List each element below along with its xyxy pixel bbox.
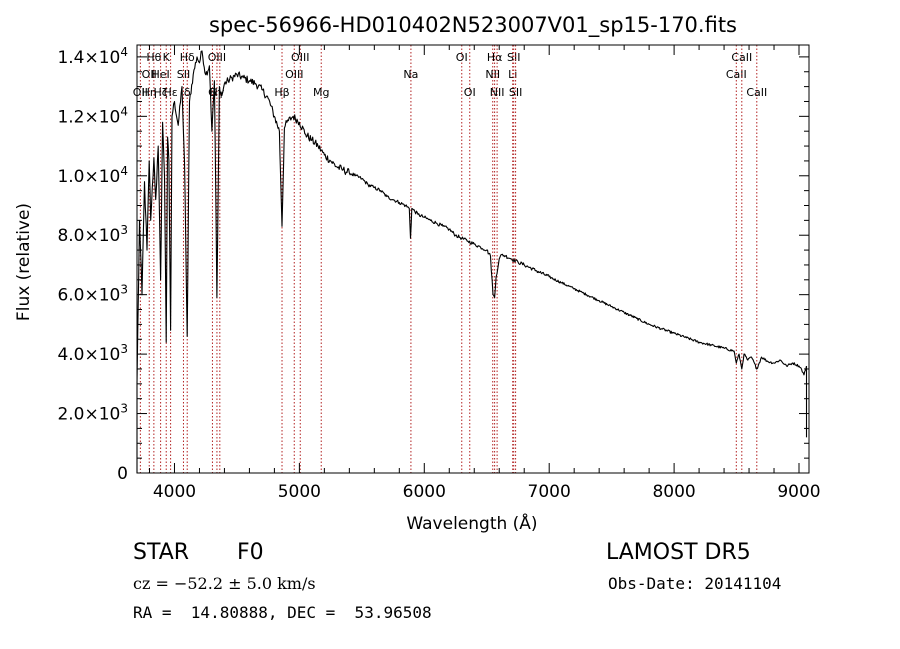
spectrum-trace xyxy=(136,50,808,473)
y-tick-label: 8.0×103 xyxy=(57,223,128,246)
line-marker-label: OII xyxy=(142,68,157,81)
line-marker-label: NII xyxy=(490,86,505,99)
line-marker-label: Mg xyxy=(313,86,329,99)
chart-title: spec-56966-HD010402N523007V01_sp15-170.f… xyxy=(209,13,737,38)
plot-axes xyxy=(136,44,810,474)
axis-ticks: 4000 5000 6000 7000 8000 9000 0 2.0×103 4.0×103 6… xyxy=(57,45,820,502)
object-class: STAR xyxy=(133,540,190,565)
line-marker-label: HeI xyxy=(151,68,169,81)
line-marker-label: CaII xyxy=(731,51,752,64)
redshift-velocity: cz = −52.2 ± 5.0 km/s xyxy=(133,574,316,593)
line-marker-label: Hθ xyxy=(146,51,161,64)
y-tick-label: 1.4×104 xyxy=(57,45,128,68)
line-marker-label: K xyxy=(163,51,171,64)
x-axis-label: Wavelength (Å) xyxy=(406,512,537,534)
x-tick-label: 9000 xyxy=(777,482,820,502)
line-marker-label: CaII xyxy=(726,68,747,81)
plot-frame xyxy=(136,44,810,474)
object-subclass: F0 xyxy=(237,540,264,565)
x-tick-label: 5000 xyxy=(278,482,321,502)
y-tick-label: 2.0×103 xyxy=(57,402,128,425)
line-marker-label: OI xyxy=(464,86,476,99)
line-marker-label: Hε xyxy=(163,86,177,99)
line-marker-label: Na xyxy=(403,68,418,81)
line-marker-label: δ xyxy=(184,86,191,99)
spectrum-line xyxy=(136,50,808,473)
line-marker-label: G xyxy=(208,86,217,99)
line-marker-label: SII xyxy=(177,68,190,81)
survey-name: LAMOST DR5 xyxy=(606,540,751,565)
sky-coordinates: RA = 14.80888, DEC = 53.96508 xyxy=(133,603,432,622)
y-tick-label: 1.2×104 xyxy=(57,104,128,127)
x-tick-label: 4000 xyxy=(153,482,196,502)
line-marker-label: Hη xyxy=(142,86,157,99)
line-marker-label: Li xyxy=(508,68,517,81)
y-tick-label: 0 xyxy=(117,464,128,484)
line-marker-label: SII xyxy=(507,51,520,64)
y-tick-label: 1.0×104 xyxy=(57,164,128,187)
y-axis-label: Flux (relative) xyxy=(14,203,34,321)
line-marker-label: OIII xyxy=(291,51,309,64)
line-marker-label: CaII xyxy=(746,86,767,99)
line-marker-label: Hβ xyxy=(274,86,289,99)
y-tick-label: 6.0×103 xyxy=(57,283,128,306)
line-marker-label: Hζ xyxy=(153,86,167,99)
line-marker-label: Hα xyxy=(487,51,503,64)
y-tick-label: 4.0×103 xyxy=(57,342,128,365)
line-marker-label: OIII xyxy=(208,51,226,64)
line-marker-label: Hδ xyxy=(180,51,195,64)
line-marker-label: OIII xyxy=(285,68,303,81)
x-tick-label: 8000 xyxy=(652,482,695,502)
line-marker-label: SII xyxy=(509,86,522,99)
line-marker-label: NII xyxy=(485,68,500,81)
observation-date: Obs-Date: 20141104 xyxy=(608,574,782,593)
x-tick-label: 7000 xyxy=(528,482,571,502)
line-marker-label: OI xyxy=(456,51,468,64)
x-tick-label: 6000 xyxy=(403,482,446,502)
